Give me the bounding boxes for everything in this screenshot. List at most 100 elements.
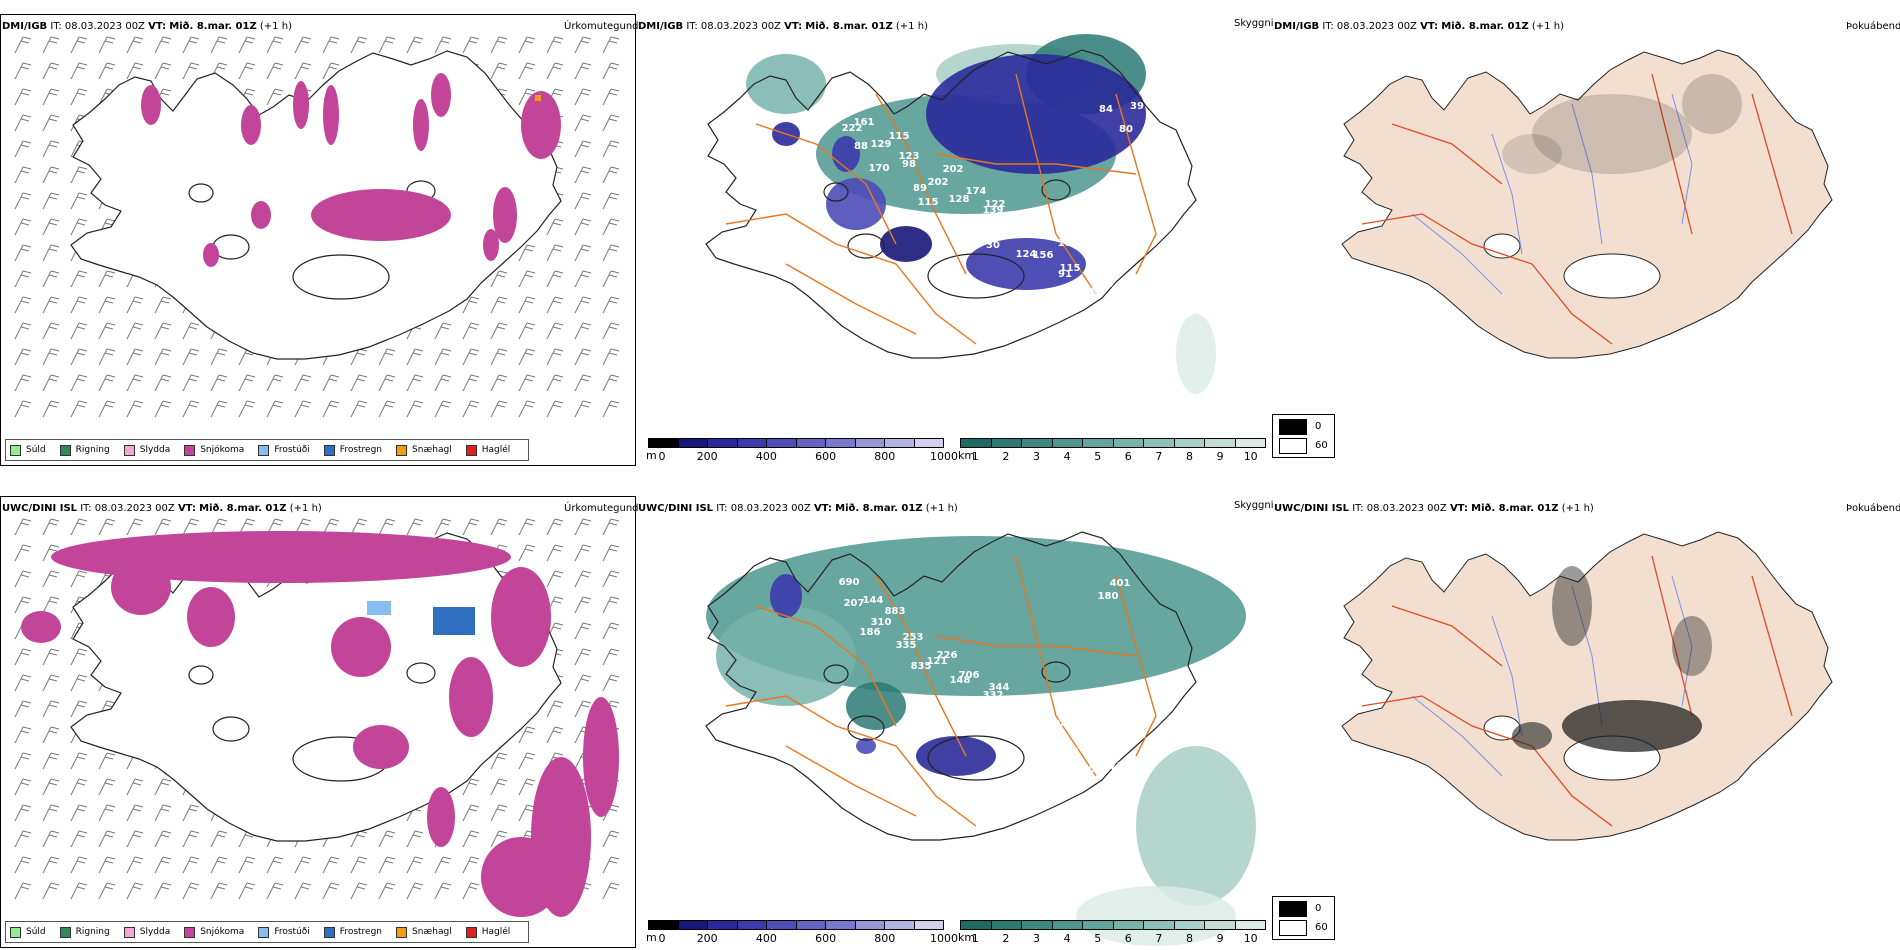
colorbar-unit: m: [646, 449, 657, 462]
road-line: [755, 605, 897, 727]
wind-barb: [70, 36, 88, 54]
wind-barb: [602, 192, 620, 210]
river-line: [1571, 103, 1603, 245]
fog-title-top: Þokuábendi: [1846, 21, 1900, 32]
valid-time: Mið. 8.mar. 01Z: [169, 21, 257, 32]
visibility-value-label: 148: [950, 675, 971, 686]
model-name: DMI/IGB: [638, 21, 684, 32]
colorbar-cell: [1174, 439, 1205, 447]
colorbar-cell: [1083, 439, 1114, 447]
wind-barb: [574, 622, 592, 640]
visibility-value-label: 39: [1130, 101, 1144, 112]
snowfall-area: [431, 73, 451, 117]
visibility-value-label: 84: [1099, 104, 1113, 115]
wind-barb: [182, 62, 200, 80]
wind-barb: [574, 296, 592, 314]
colorbar-tick: 800: [874, 932, 896, 945]
visibility-km-area: [1136, 746, 1256, 906]
wind-barb: [126, 400, 144, 418]
glacier-outline: [212, 716, 250, 742]
wind-barb: [14, 62, 32, 80]
land-area: [1341, 531, 1833, 841]
legend-swatch: [184, 444, 196, 456]
legend-swatch: [465, 926, 477, 938]
wind-barb: [238, 856, 256, 874]
wind-barb: [14, 296, 32, 314]
wind-barb: [462, 322, 480, 340]
glacier-outline: [823, 182, 849, 202]
wind-barb: [42, 192, 60, 210]
legend-item: Frostregn: [323, 926, 382, 938]
vt-label: VT:: [1449, 503, 1468, 514]
wind-barb: [42, 882, 60, 900]
wind-barb: [14, 166, 32, 184]
wind-barb: [14, 544, 32, 562]
freezing-drizzle-area: [367, 601, 391, 615]
legend-label: Rigning: [75, 927, 110, 937]
wind-barb: [462, 296, 480, 314]
wind-barb: [42, 62, 60, 80]
visibility-value-label: 253: [903, 632, 924, 643]
wind-barb: [546, 62, 564, 80]
fog-scale-label: 0: [1315, 903, 1322, 914]
legend-swatch: [258, 444, 270, 456]
colorbar-cells: [648, 920, 944, 930]
road-line: [755, 123, 897, 245]
wind-barb: [546, 518, 564, 536]
model-name: DMI/IGB: [2, 21, 48, 32]
visibility-value-label: 115: [918, 197, 939, 208]
wind-barb: [70, 296, 88, 314]
wind-barb: [518, 88, 536, 106]
legend-label: Súld: [26, 927, 46, 937]
wind-barb: [70, 322, 88, 340]
wind-barb: [42, 36, 60, 54]
colorbar-cell: [767, 439, 797, 447]
wind-barb: [14, 882, 32, 900]
colorbar-cell: [737, 921, 767, 929]
fog-scale-swatch: [1279, 418, 1307, 435]
wind-barb: [70, 648, 88, 666]
wind-barb: [490, 804, 508, 822]
wind-barb: [378, 830, 396, 848]
wind-barb: [14, 244, 32, 262]
wind-barb: [546, 36, 564, 54]
legend-swatch: [258, 926, 270, 938]
wind-barb: [14, 596, 32, 614]
wind-barb: [602, 400, 620, 418]
wind-barb: [238, 374, 256, 392]
fog-area: [1672, 616, 1712, 676]
legend-item: Snjókoma: [184, 444, 245, 456]
wind-barb: [574, 700, 592, 718]
fog-scale-label: 60: [1315, 922, 1328, 933]
glacier-outline: [292, 254, 390, 300]
wind-barb: [546, 570, 564, 588]
road-line: [875, 93, 967, 275]
wind-barb: [322, 882, 340, 900]
wind-barb: [70, 88, 88, 106]
glacier-outline: [847, 715, 885, 741]
wind-barb: [462, 830, 480, 848]
wind-barb: [126, 296, 144, 314]
wind-barb: [70, 856, 88, 874]
snowfall-area: [241, 105, 261, 145]
legend-item: Slydda: [123, 444, 170, 456]
wind-barb: [14, 674, 32, 692]
visibility-value-label: 115: [889, 131, 910, 142]
wind-barb: [70, 374, 88, 392]
wind-barb: [42, 518, 60, 536]
wind-barb: [574, 218, 592, 236]
legend-label: Snjókoma: [200, 445, 245, 455]
wind-barb: [14, 348, 32, 366]
visibility-title-top: Skyggni: [1234, 18, 1274, 29]
wind-barb: [154, 778, 172, 796]
valid-time: Mið. 8.mar. 01Z: [199, 503, 287, 514]
snowfall-area: [481, 837, 561, 917]
colorbar-cell: [1113, 439, 1144, 447]
model-name: UWC/DINI ISL: [638, 503, 714, 514]
header-visibility-bottom: UWC/DINI ISL IT: 08.03.2023 00Z VT: Mið.…: [638, 503, 958, 514]
land-area: [1341, 49, 1833, 359]
wind-barb: [42, 544, 60, 562]
wind-barb: [518, 518, 536, 536]
wind-barb: [238, 62, 256, 80]
colorbar-ticks: 0 200 400 600 800 1000: [648, 448, 959, 463]
